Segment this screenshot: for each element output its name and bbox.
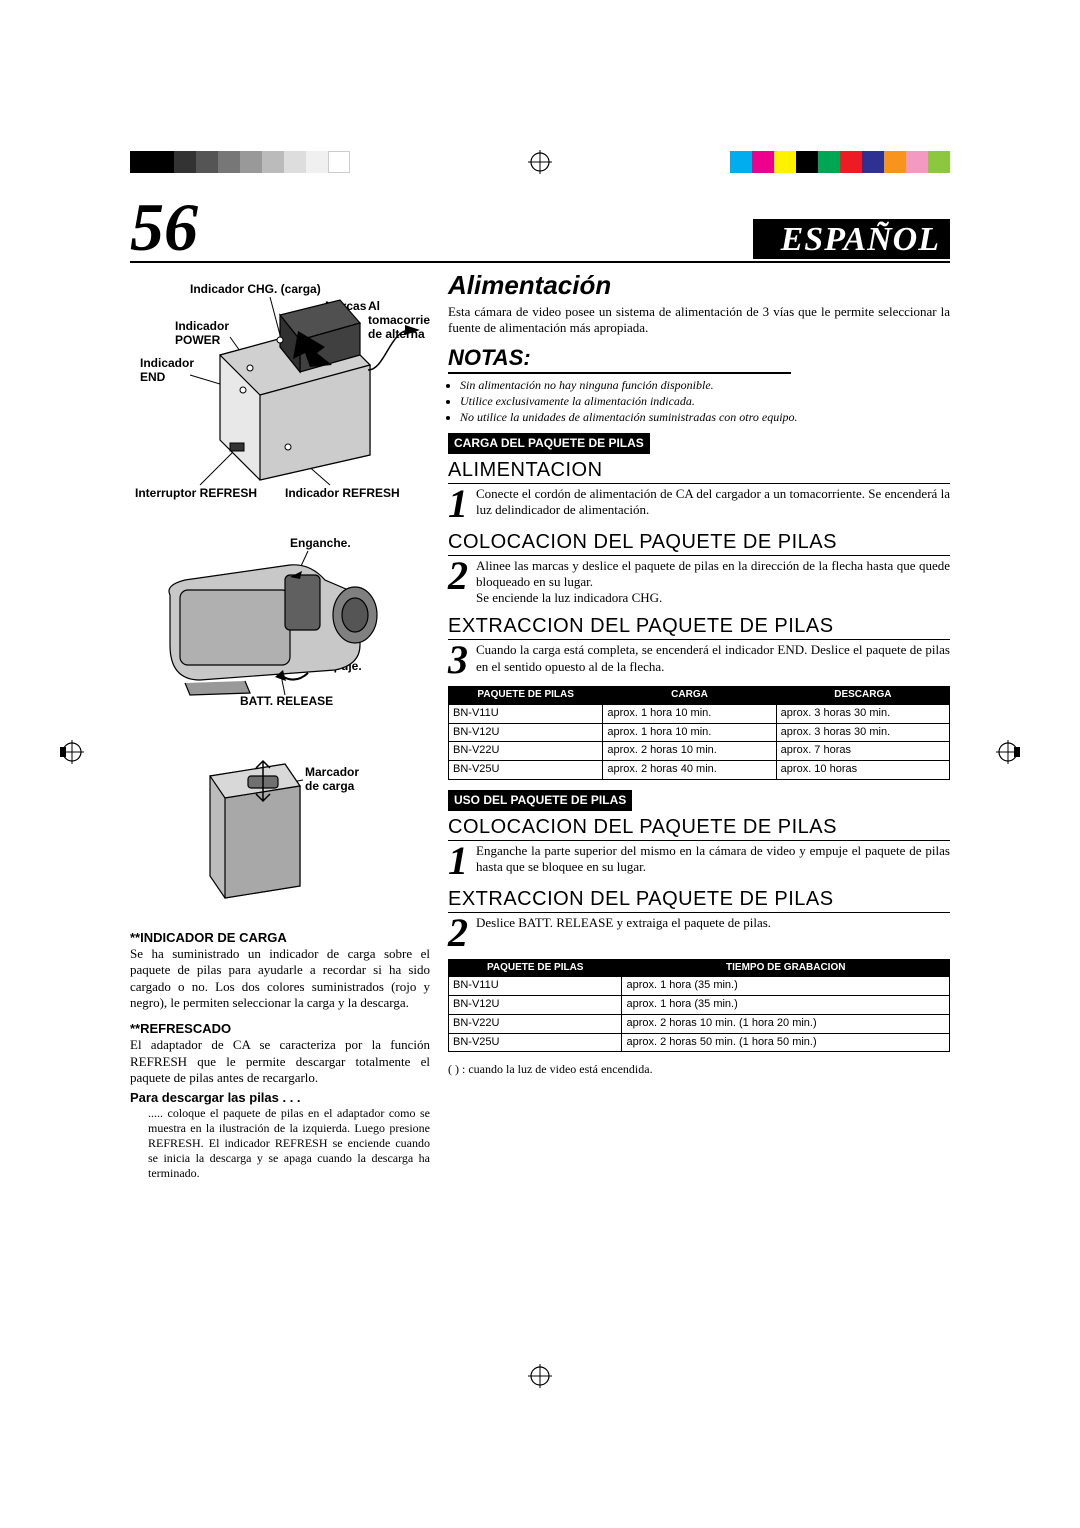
battery-diagram: Marcador de carga (130, 746, 430, 906)
page-number: 56 (130, 200, 198, 254)
table-cell: aprox. 2 horas 40 min. (603, 761, 776, 780)
table-cell: aprox. 3 horas 30 min. (776, 723, 949, 742)
language-label: ESPAÑOL (753, 219, 950, 259)
svg-text:POWER: POWER (175, 333, 221, 347)
right-column: Alimentación Esta cámara de video posee … (448, 269, 950, 1181)
table-header: PAQUETE DE PILAS (449, 959, 622, 977)
registration-mark-top (528, 150, 552, 174)
indicador-carga-title: **INDICADOR DE CARGA (130, 930, 430, 946)
table-cell: aprox. 2 horas 50 min. (1 hora 50 min.) (622, 1033, 950, 1052)
page-header: 56 ESPAÑOL (130, 200, 950, 263)
left-column: Indicador CHG. (carga) Marcas Al tomacor… (130, 269, 430, 1181)
uso-step1-body: Enganche la parte superior del mismo en … (476, 843, 950, 876)
table-cell: aprox. 1 hora 10 min. (603, 723, 776, 742)
step2-body2: Se enciende la luz indicadora CHG. (476, 590, 950, 606)
page-content: 56 ESPAÑOL Indicador CHG. (carga) Marcas… (130, 200, 950, 1348)
table-cell: BN-V22U (449, 1014, 622, 1033)
table-header: TIEMPO DE GRABACION (622, 959, 950, 977)
camcorder-diagram: Enganche. Empuje. BATT. RELEASE (130, 525, 430, 725)
svg-text:de carga: de carga (305, 779, 355, 793)
table-cell: aprox. 1 hora 10 min. (603, 704, 776, 723)
table-header: CARGA (603, 687, 776, 705)
table-cell: BN-V11U (449, 704, 603, 723)
step-row: 2 Deslice BATT. RELEASE y extraiga el pa… (448, 915, 950, 951)
step3-title: EXTRACCION DEL PAQUETE DE PILAS (448, 614, 950, 640)
uso-subhead: USO DEL PAQUETE DE PILAS (448, 790, 632, 811)
alimentacion-title: Alimentación (448, 269, 950, 302)
notas-heading: NOTAS: (448, 344, 791, 374)
table-cell: aprox. 2 horas 10 min. (1 hora 20 min.) (622, 1014, 950, 1033)
svg-text:Enganche.: Enganche. (290, 536, 351, 550)
svg-text:Al: Al (368, 299, 380, 313)
print-color-bar (0, 150, 1080, 174)
svg-text:Marcador: Marcador (305, 765, 359, 779)
table-cell: BN-V12U (449, 996, 622, 1015)
registration-mark-left (60, 740, 84, 764)
refrescado-body: El adaptador de CA se caracteriza por la… (130, 1037, 430, 1086)
nota-item: Utilice exclusivamente la alimentación i… (460, 394, 950, 409)
step1-title: ALIMENTACION (448, 458, 950, 484)
recording-table: PAQUETE DE PILAS TIEMPO DE GRABACION BN-… (448, 959, 950, 1053)
alimentacion-body: Esta cámara de video posee un sistema de… (448, 304, 950, 337)
table-cell: BN-V11U (449, 977, 622, 996)
step-row: 2 Alinee las marcas y deslice el paquete… (448, 558, 950, 607)
table-cell: BN-V25U (449, 1033, 622, 1052)
descargar-body: ..... coloque el paquete de pilas en el … (148, 1106, 430, 1181)
registration-mark-bottom (528, 1364, 552, 1388)
svg-text:BATT. RELEASE: BATT. RELEASE (240, 694, 333, 708)
step1-body: Conecte el cordón de alimentación de CA … (476, 486, 950, 519)
table-cell: aprox. 1 hora (35 min.) (622, 977, 950, 996)
svg-text:Interruptor REFRESH: Interruptor REFRESH (135, 486, 257, 500)
table-cell: aprox. 3 horas 30 min. (776, 704, 949, 723)
color-bar (730, 151, 950, 173)
refrescado-title: **REFRESCADO (130, 1021, 430, 1037)
charger-diagram: Indicador CHG. (carga) Marcas Al tomacor… (130, 275, 430, 505)
step-row: 1 Enganche la parte superior del mismo e… (448, 843, 950, 879)
uso-step2-title: EXTRACCION DEL PAQUETE DE PILAS (448, 887, 950, 913)
table-header: PAQUETE DE PILAS (449, 687, 603, 705)
table-header: DESCARGA (776, 687, 949, 705)
svg-text:tomacorriente: tomacorriente (368, 313, 430, 327)
table-cell: aprox. 7 horas (776, 742, 949, 761)
table-cell: BN-V25U (449, 761, 603, 780)
table-cell: aprox. 10 horas (776, 761, 949, 780)
step-row: 3 Cuando la carga está completa, se ence… (448, 642, 950, 678)
step2-body: Alinee las marcas y deslice el paquete d… (476, 558, 950, 591)
step-number: 3 (448, 642, 474, 678)
step-number: 2 (448, 915, 474, 951)
descargar-title: Para descargar las pilas . . . (130, 1090, 430, 1106)
grayscale-bar (130, 151, 350, 173)
table-cell: aprox. 1 hora (35 min.) (622, 996, 950, 1015)
table-cell: BN-V12U (449, 723, 603, 742)
step3-body: Cuando la carga está completa, se encend… (476, 642, 950, 675)
uso-step1-title: COLOCACION DEL PAQUETE DE PILAS (448, 815, 950, 841)
indicador-carga-body: Se ha suministrado un indicador de carga… (130, 946, 430, 1011)
step-number: 1 (448, 843, 474, 879)
svg-text:END: END (140, 370, 166, 384)
table-cell: BN-V22U (449, 742, 603, 761)
svg-text:Indicador: Indicador (140, 356, 194, 370)
registration-mark-right (996, 740, 1020, 764)
svg-text:Indicador CHG. (carga): Indicador CHG. (carga) (190, 282, 321, 296)
nota-item: Sin alimentación no hay ninguna función … (460, 378, 950, 393)
svg-text:Indicador: Indicador (175, 319, 229, 333)
table2-note: ( ) : cuando la luz de video está encend… (448, 1062, 950, 1077)
notas-list: Sin alimentación no hay ninguna función … (448, 378, 950, 425)
table-cell: aprox. 2 horas 10 min. (603, 742, 776, 761)
nota-item: No utilice la unidades de alimentación s… (460, 410, 950, 425)
svg-text:Indicador REFRESH: Indicador REFRESH (285, 486, 400, 500)
carga-subhead: CARGA DEL PAQUETE DE PILAS (448, 433, 650, 454)
step-number: 1 (448, 486, 474, 522)
charge-table: PAQUETE DE PILAS CARGA DESCARGA BN-V11Ua… (448, 686, 950, 780)
step-row: 1 Conecte el cordón de alimentación de C… (448, 486, 950, 522)
uso-step2-body: Deslice BATT. RELEASE y extraiga el paqu… (476, 915, 771, 931)
step-number: 2 (448, 558, 474, 594)
step2-title: COLOCACION DEL PAQUETE DE PILAS (448, 530, 950, 556)
